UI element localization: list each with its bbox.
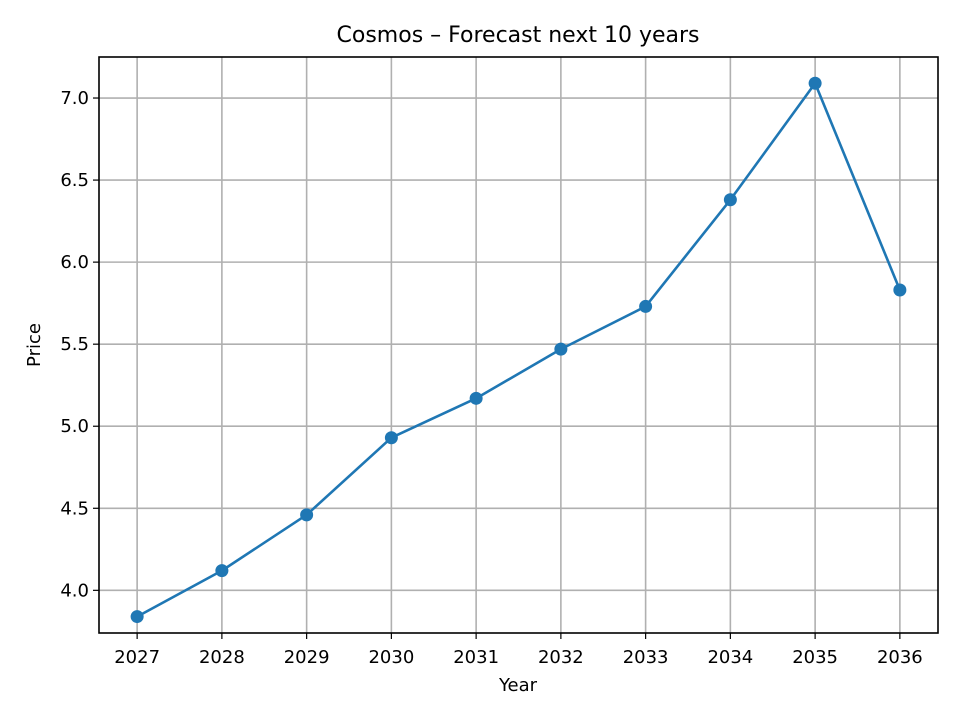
- plot-frame: [98, 56, 939, 634]
- x-tick-label: 2031: [453, 647, 499, 668]
- y-tick-label: 4.5: [60, 498, 89, 519]
- y-tick-label: 7.0: [60, 88, 89, 109]
- ticks-layer: 2027 2028 2029 2030 2031 2032 2033 2034 2035 2036…: [60, 88, 922, 668]
- y-tick-label: 5.5: [60, 334, 89, 355]
- series-layer: [130, 76, 907, 624]
- data-point: [554, 342, 568, 356]
- data-point: [639, 299, 653, 313]
- y-axis-label: Price: [24, 323, 45, 367]
- series-line: [136, 81, 902, 618]
- x-tick-label: 2036: [877, 647, 923, 668]
- y-tick-label: 4.0: [60, 580, 89, 601]
- grid-layer: [99, 57, 938, 633]
- x-tick-label: 2033: [623, 647, 669, 668]
- x-tick-label: 2028: [199, 647, 245, 668]
- x-tick-label: 2027: [114, 647, 160, 668]
- data-point: [808, 76, 822, 90]
- data-point: [130, 610, 144, 624]
- data-point: [215, 564, 229, 578]
- x-axis-label: Year: [498, 675, 538, 696]
- data-point: [300, 508, 314, 522]
- chart-title: Cosmos – Forecast next 10 years: [337, 23, 700, 48]
- x-tick-label: 2032: [538, 647, 584, 668]
- y-tick-label: 6.0: [60, 252, 89, 273]
- y-tick-label: 6.5: [60, 170, 89, 191]
- data-point: [893, 283, 907, 297]
- data-point: [384, 431, 398, 445]
- y-tick-label: 5.0: [60, 416, 89, 437]
- x-tick-label: 2030: [368, 647, 414, 668]
- x-tick-label: 2035: [792, 647, 838, 668]
- x-tick-label: 2034: [707, 647, 753, 668]
- data-point: [723, 193, 737, 207]
- data-point: [469, 391, 483, 405]
- x-tick-label: 2029: [284, 647, 330, 668]
